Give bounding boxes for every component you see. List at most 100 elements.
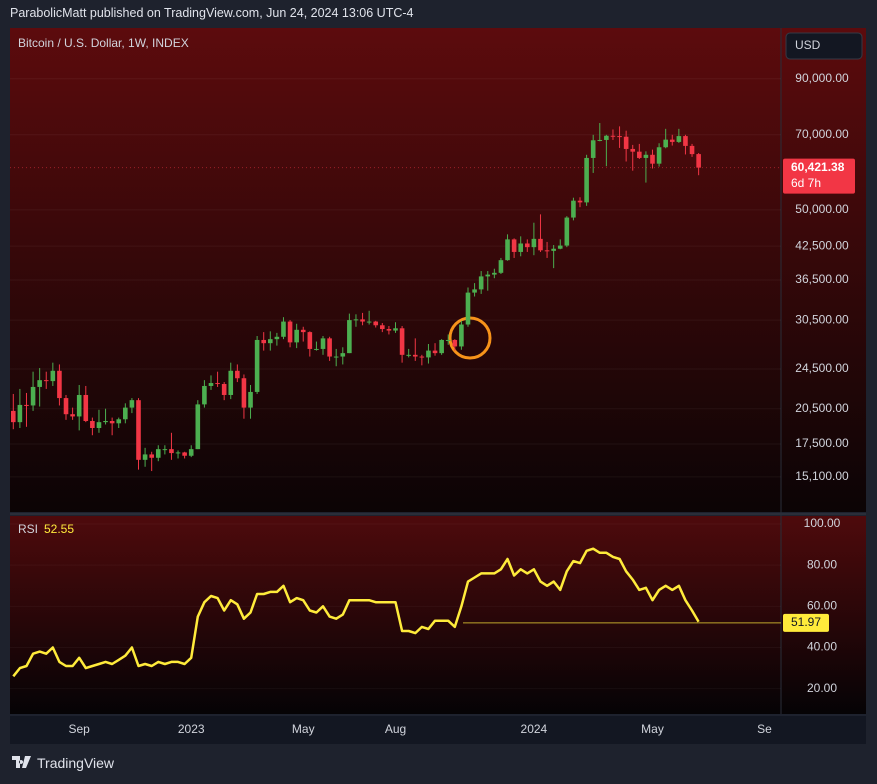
candle-body bbox=[393, 328, 398, 331]
candle-body bbox=[617, 136, 622, 138]
candle-body bbox=[43, 380, 49, 382]
x-tick-label: May bbox=[292, 722, 315, 736]
candle-body bbox=[610, 135, 616, 137]
candle-body bbox=[571, 200, 576, 218]
candle-body bbox=[37, 380, 42, 387]
candle-body bbox=[564, 217, 570, 246]
y-tick-label: 100.00 bbox=[804, 516, 841, 530]
candle-body bbox=[24, 404, 29, 406]
candle-body bbox=[643, 154, 649, 158]
x-tick-label: 2023 bbox=[178, 722, 205, 736]
currency-button[interactable] bbox=[785, 32, 863, 60]
candle-body bbox=[149, 454, 154, 458]
candle-body bbox=[557, 245, 563, 249]
level-label: 51.97 bbox=[791, 615, 821, 629]
candle-body bbox=[597, 139, 603, 141]
candle-body bbox=[327, 338, 332, 357]
currency[interactable]: USD bbox=[795, 38, 821, 52]
candle-body bbox=[676, 136, 682, 142]
candle-body bbox=[76, 394, 82, 417]
candle-body bbox=[366, 321, 372, 323]
price-axis bbox=[781, 28, 866, 512]
candle-body bbox=[182, 452, 187, 456]
chart-title: Bitcoin / U.S. Dollar, 1W, INDEX bbox=[18, 36, 189, 50]
candle-body bbox=[347, 320, 352, 354]
candle-body bbox=[123, 407, 128, 420]
candle-body bbox=[505, 239, 510, 261]
y-tick-label: 40.00 bbox=[807, 640, 837, 654]
y-tick-label: 15,100.00 bbox=[795, 469, 849, 483]
candle-body bbox=[188, 449, 194, 456]
rsi-line bbox=[12, 547, 700, 678]
candle-body bbox=[577, 200, 583, 203]
x-tick-label: Sep bbox=[69, 722, 91, 736]
candle-body bbox=[254, 339, 260, 392]
candle-body bbox=[10, 410, 16, 423]
candle-body bbox=[604, 135, 609, 140]
candle-body bbox=[267, 339, 273, 344]
candle-body bbox=[221, 384, 227, 395]
level-box bbox=[783, 613, 829, 632]
candle-body bbox=[511, 239, 517, 252]
candle-body bbox=[650, 154, 655, 164]
candle-body bbox=[689, 145, 695, 155]
candle-body bbox=[584, 157, 589, 203]
candle-body bbox=[103, 420, 108, 423]
candle-body bbox=[485, 274, 491, 277]
candle-body bbox=[551, 248, 556, 251]
candle-body bbox=[524, 243, 530, 248]
candle-body bbox=[373, 321, 379, 326]
candle-body bbox=[228, 370, 234, 395]
candle-body bbox=[531, 238, 537, 248]
candle-body bbox=[399, 328, 405, 355]
candle-body bbox=[472, 289, 477, 293]
candle-body bbox=[333, 356, 339, 358]
candle-body bbox=[109, 420, 115, 424]
y-tick-label: 36,500.00 bbox=[795, 272, 849, 286]
candle-body bbox=[261, 339, 267, 344]
candle-body bbox=[492, 272, 497, 275]
candle-body bbox=[630, 148, 636, 152]
candle-body bbox=[300, 329, 306, 333]
candle-body bbox=[116, 419, 122, 424]
candle-body bbox=[465, 292, 471, 325]
candle-body bbox=[353, 319, 359, 321]
candle-body bbox=[498, 260, 504, 273]
candle-body bbox=[202, 385, 207, 405]
candle-body bbox=[70, 414, 75, 417]
y-tick-label: 24,500.00 bbox=[795, 361, 849, 375]
candle-body bbox=[426, 350, 431, 358]
candle-body bbox=[360, 319, 365, 322]
candle-body bbox=[175, 452, 181, 454]
candle-body bbox=[696, 154, 701, 168]
candle-body bbox=[248, 391, 253, 408]
candle-body bbox=[235, 370, 240, 379]
y-tick-label: 50,000.00 bbox=[795, 202, 849, 216]
x-tick-label: May bbox=[641, 722, 664, 736]
candle-body bbox=[215, 383, 220, 385]
candle-body bbox=[169, 449, 174, 454]
candle-body bbox=[669, 139, 675, 142]
candle-body bbox=[83, 394, 89, 421]
candle-body bbox=[544, 250, 550, 252]
candle-body bbox=[162, 449, 168, 451]
logo bbox=[12, 756, 31, 768]
x-tick-label: Se bbox=[757, 722, 772, 736]
footer: TradingView bbox=[12, 755, 114, 771]
x-tick-label: Aug bbox=[385, 722, 406, 736]
rsi-current: 52.55 bbox=[44, 522, 74, 536]
candle-body bbox=[294, 329, 299, 343]
candle-body bbox=[590, 140, 596, 158]
y-tick-label: 30,500.00 bbox=[795, 312, 849, 326]
x-tick-label: 2024 bbox=[521, 722, 548, 736]
y-tick-label: 17,500.00 bbox=[795, 436, 849, 450]
y-tick-label: 70,000.00 bbox=[795, 127, 849, 141]
candle-body bbox=[241, 378, 247, 408]
y-tick-label: 42,500.00 bbox=[795, 238, 849, 252]
y-tick-label: 80.00 bbox=[807, 557, 837, 571]
y-tick-label: 20,500.00 bbox=[795, 401, 849, 415]
candle-body bbox=[320, 338, 326, 349]
candle-body bbox=[478, 276, 484, 290]
candle-body bbox=[30, 386, 36, 406]
candle-body bbox=[656, 147, 662, 164]
